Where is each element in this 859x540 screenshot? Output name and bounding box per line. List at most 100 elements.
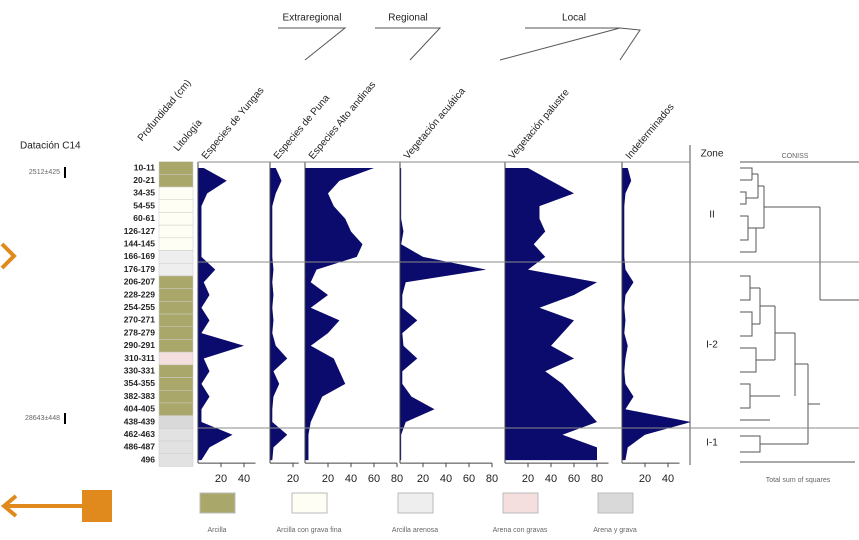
- pollen-curve: [270, 168, 288, 461]
- legend-swatch: [502, 492, 539, 514]
- depth-label: 54-55: [133, 200, 155, 210]
- pollen-curve: [305, 168, 374, 461]
- chevron-arrow[interactable]: [0, 242, 17, 270]
- coniss-dendrogram: [740, 167, 859, 453]
- dating-marker: [64, 167, 66, 178]
- pollen-curve: [622, 168, 691, 461]
- x-tick-label: 20: [639, 473, 651, 485]
- lithology-layer: [158, 186, 194, 201]
- depth-label: 310-311: [124, 353, 155, 363]
- x-tick-label: 40: [238, 473, 250, 485]
- lithology-layer: [158, 212, 194, 226]
- legend-swatch: [291, 492, 328, 514]
- lithology-layer: [158, 339, 194, 353]
- legend-swatch: [397, 492, 434, 514]
- lithology-layer: [158, 224, 194, 239]
- x-tick-label: 40: [345, 473, 357, 485]
- legend-label: Arcilla arenosa: [392, 527, 438, 534]
- pollen-curve: [198, 168, 244, 461]
- zone-name: I-2: [706, 340, 718, 351]
- depth-label: 176-179: [124, 264, 155, 274]
- dating-value: 28643±448: [25, 415, 60, 422]
- pollen-curve: [505, 168, 597, 461]
- depth-label: 166-169: [124, 251, 155, 261]
- lithology-layer: [158, 263, 194, 277]
- depth-label: 404-405: [124, 404, 155, 414]
- depth-label: 10-11: [134, 162, 156, 172]
- depth-label: 290-291: [124, 340, 155, 350]
- x-tick-label: 20: [417, 473, 429, 485]
- x-tick-label: 80: [486, 473, 498, 485]
- x-tick-label: 80: [591, 473, 603, 485]
- group-label: Extraregional: [283, 13, 342, 24]
- x-tick-label: 40: [662, 473, 674, 485]
- lithology-layer: [158, 301, 194, 315]
- x-tick-label: 40: [545, 473, 557, 485]
- lithology-layer: [158, 415, 194, 429]
- back-arrow[interactable]: [0, 490, 112, 522]
- lithology-label: Litología: [172, 117, 205, 153]
- panel-title: Especies Alto andinas: [307, 80, 378, 162]
- lithology-layer: [158, 428, 194, 442]
- lithology-layer: [158, 275, 194, 289]
- lithology-layer: [158, 377, 194, 391]
- lithology-layer: [158, 364, 194, 378]
- group-bracket: [499, 27, 621, 61]
- legend-swatch: [199, 492, 236, 514]
- legend-label: Arcilla con grava fina: [277, 527, 342, 534]
- coniss-axis-label: Total sum of squares: [766, 477, 831, 484]
- group-label: Local: [562, 13, 586, 24]
- depth-label: 228-229: [124, 289, 155, 299]
- depth-label: 270-271: [124, 315, 155, 325]
- legend-label: Arena con gravas: [493, 527, 548, 534]
- lithology-layer: [158, 288, 194, 302]
- x-tick-label: 20: [522, 473, 534, 485]
- depth-label: 60-61: [133, 213, 155, 223]
- panel-title: Especies de Yungas: [200, 85, 267, 161]
- depth-label: 206-207: [124, 277, 155, 287]
- x-tick-label: 60: [368, 473, 380, 485]
- lithology-layer: [158, 326, 194, 340]
- lithology-layer: [158, 250, 194, 264]
- dating-label: Datación C14: [20, 141, 81, 152]
- panel-title: Indeterminados: [624, 102, 677, 162]
- depth-label: 144-145: [124, 238, 155, 248]
- panel-title: Vegetación acuática: [402, 86, 468, 162]
- group-label: Regional: [388, 13, 427, 24]
- group-bracket: [278, 27, 347, 61]
- x-tick-label: 60: [463, 473, 475, 485]
- x-tick-label: 60: [568, 473, 580, 485]
- depth-label: 20-21: [133, 175, 155, 185]
- lithology-layer: [158, 402, 194, 416]
- depth-label: 438-439: [124, 416, 155, 426]
- coniss-title: CONISS: [782, 153, 809, 160]
- depth-label: 330-331: [124, 365, 155, 375]
- legend-label: Arena y grava: [593, 527, 637, 534]
- group-bracket: [619, 27, 641, 61]
- depth-label: 254-255: [124, 302, 155, 312]
- pollen-curve: [400, 168, 487, 461]
- lithology-layer: [158, 440, 194, 454]
- dating-marker: [64, 413, 66, 424]
- x-tick-label: 20: [322, 473, 334, 485]
- zone-name: I-1: [706, 438, 718, 449]
- zone-label: Zone: [701, 149, 724, 160]
- depth-label: 354-355: [124, 378, 155, 388]
- depth-label: 496: [141, 454, 155, 464]
- depth-label: 486-487: [124, 442, 155, 452]
- x-tick-label: 20: [215, 473, 227, 485]
- lithology-layer: [158, 313, 194, 327]
- depth-label: 278-279: [124, 327, 155, 337]
- group-bracket: [375, 27, 442, 61]
- depth-label: 462-463: [124, 429, 155, 439]
- lithology-layer: [158, 161, 194, 175]
- panel-title: Vegetación palustre: [507, 87, 572, 162]
- legend-label: Arcilla: [207, 527, 226, 534]
- x-tick-label: 80: [391, 473, 403, 485]
- legend-swatch: [597, 492, 634, 514]
- depth-label: 126-127: [124, 226, 155, 236]
- dating-value: 2512±425: [29, 169, 60, 176]
- lithology-layer: [158, 174, 194, 188]
- x-tick-label: 40: [440, 473, 452, 485]
